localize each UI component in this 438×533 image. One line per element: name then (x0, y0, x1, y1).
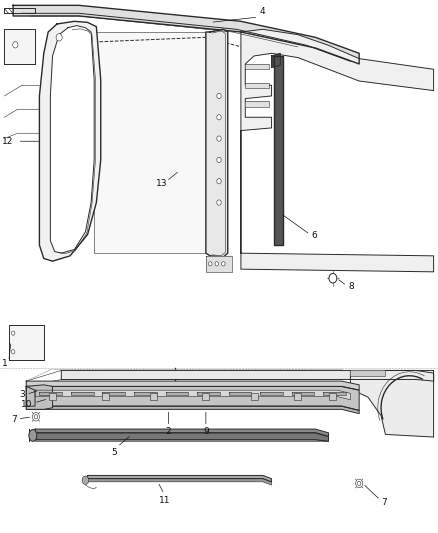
Polygon shape (26, 386, 35, 406)
Polygon shape (94, 32, 208, 253)
Polygon shape (197, 392, 220, 395)
Bar (202, 393, 209, 400)
Circle shape (217, 136, 221, 141)
Circle shape (13, 42, 18, 48)
Circle shape (11, 350, 15, 354)
Text: 5: 5 (111, 448, 117, 457)
Bar (251, 393, 258, 400)
Polygon shape (350, 370, 385, 376)
Circle shape (356, 479, 363, 488)
Circle shape (56, 34, 62, 41)
Text: 7: 7 (381, 498, 387, 506)
Polygon shape (35, 440, 329, 441)
Bar (49, 393, 56, 400)
Polygon shape (88, 479, 272, 485)
Polygon shape (50, 26, 94, 253)
Circle shape (208, 262, 212, 266)
Polygon shape (206, 256, 232, 272)
Text: 4: 4 (260, 7, 265, 16)
Polygon shape (61, 370, 434, 381)
Polygon shape (102, 392, 125, 395)
Polygon shape (9, 325, 44, 360)
Bar (329, 393, 336, 400)
Polygon shape (134, 392, 157, 395)
Polygon shape (26, 386, 359, 410)
Circle shape (11, 331, 15, 335)
Text: 2: 2 (166, 427, 171, 437)
Polygon shape (4, 29, 35, 64)
Text: 10: 10 (21, 400, 33, 408)
Circle shape (217, 179, 221, 184)
Circle shape (217, 115, 221, 120)
Polygon shape (26, 381, 359, 390)
Polygon shape (274, 56, 283, 245)
Polygon shape (241, 29, 434, 272)
Bar (294, 393, 301, 400)
Polygon shape (260, 392, 283, 395)
Polygon shape (39, 21, 101, 261)
Polygon shape (26, 406, 359, 414)
Text: 3: 3 (20, 391, 25, 399)
Text: 1: 1 (2, 359, 8, 368)
Text: 6: 6 (311, 231, 317, 240)
Polygon shape (71, 392, 94, 395)
Circle shape (32, 413, 39, 421)
Polygon shape (166, 392, 188, 395)
Polygon shape (88, 475, 272, 482)
Polygon shape (39, 392, 62, 395)
Text: 11: 11 (159, 496, 170, 505)
Circle shape (357, 481, 361, 486)
Ellipse shape (29, 430, 37, 441)
Circle shape (217, 200, 221, 205)
Polygon shape (26, 385, 53, 409)
Text: 8: 8 (348, 282, 354, 291)
Polygon shape (323, 392, 346, 395)
Polygon shape (245, 64, 269, 69)
Circle shape (222, 262, 225, 266)
Polygon shape (245, 101, 269, 107)
Text: 9: 9 (203, 427, 209, 437)
Text: 12: 12 (2, 137, 14, 146)
Polygon shape (292, 392, 314, 395)
Circle shape (329, 273, 337, 283)
Circle shape (217, 93, 221, 99)
Polygon shape (272, 53, 280, 68)
Polygon shape (245, 83, 269, 88)
Polygon shape (229, 392, 251, 395)
Polygon shape (35, 390, 350, 400)
Text: 13: 13 (156, 180, 168, 188)
Polygon shape (35, 433, 329, 441)
Polygon shape (350, 370, 434, 437)
Text: 7: 7 (11, 415, 17, 424)
Bar (150, 393, 157, 400)
Polygon shape (206, 29, 228, 257)
Circle shape (217, 157, 221, 163)
Circle shape (215, 262, 219, 266)
Ellipse shape (82, 476, 88, 484)
Polygon shape (35, 429, 329, 437)
Circle shape (34, 415, 38, 419)
Polygon shape (13, 5, 359, 64)
Bar (102, 393, 109, 400)
